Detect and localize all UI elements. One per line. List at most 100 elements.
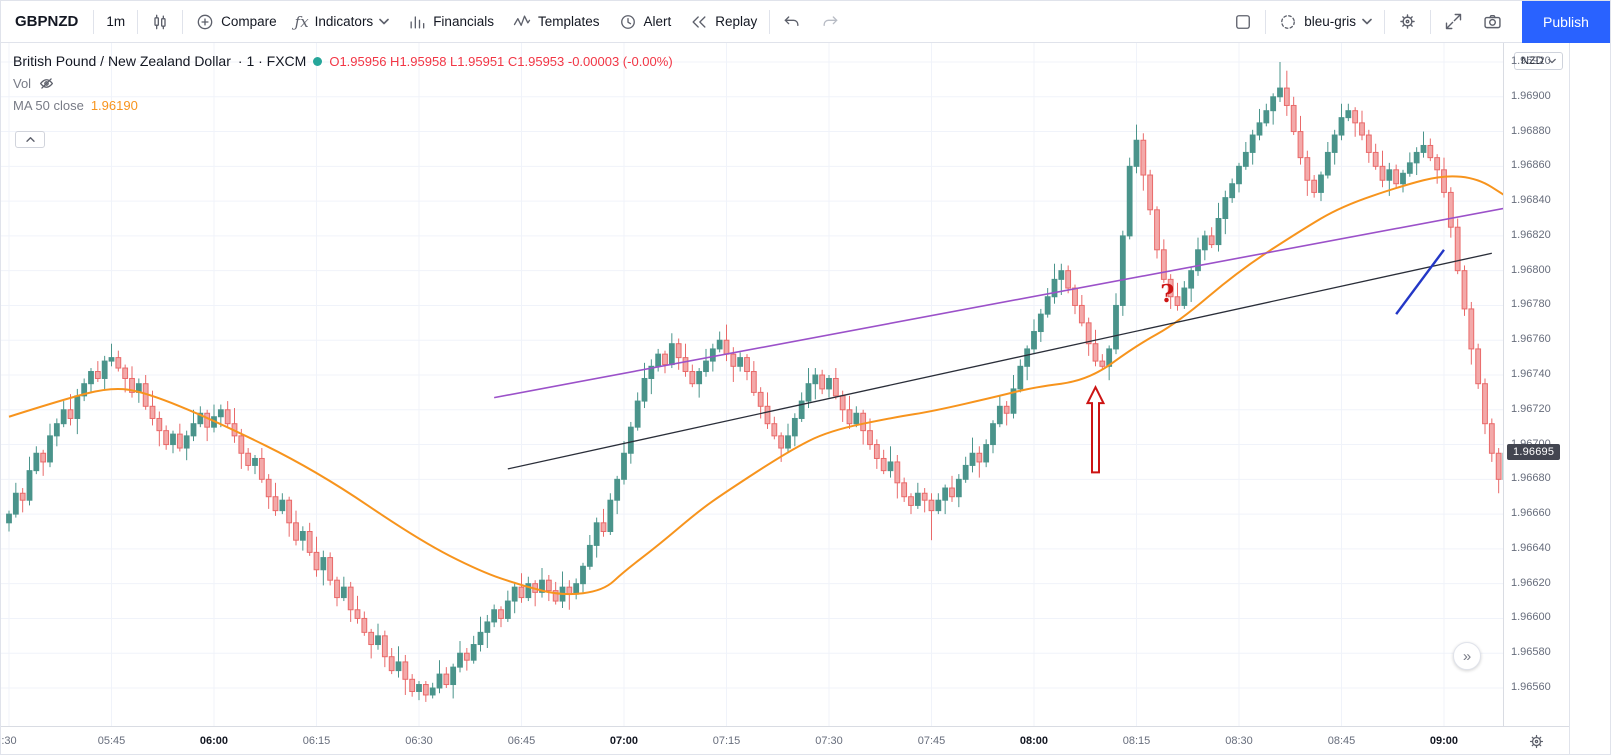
compare-label: Compare	[221, 14, 277, 29]
financials-button[interactable]: Financials	[398, 7, 503, 37]
upper-purple-trendline[interactable]	[494, 207, 1503, 399]
layout-name-button[interactable]: bleu-gris	[1269, 7, 1381, 37]
rewind-icon	[692, 15, 706, 28]
chevron-down-icon	[1362, 18, 1372, 25]
toolbar-divider	[1430, 9, 1431, 34]
candle-chart-icon	[154, 14, 166, 29]
indicators-label: Indicators	[314, 14, 374, 29]
waveform-icon	[513, 15, 531, 26]
chart-legend: British Pound / New Zealand Dollar · 1 ·…	[13, 53, 673, 120]
layout-button[interactable]	[1224, 7, 1262, 37]
legend-symbol-meta: · 1 · FXCM	[237, 53, 307, 69]
ma50-value: 1.96190	[90, 98, 138, 113]
gear-icon[interactable]	[1527, 732, 1546, 751]
time-label: 06:30	[405, 735, 433, 747]
legend-volume-row[interactable]: Vol	[13, 76, 673, 91]
legend-ma-row[interactable]: MA 50 close 1.96190	[13, 98, 673, 113]
red-arrow-annotation[interactable]	[1085, 384, 1106, 474]
toolbar-divider	[182, 9, 184, 34]
price-label: 1.96800	[1511, 263, 1551, 276]
dashed-circle-icon	[1281, 14, 1296, 29]
layout-name-label: bleu-gris	[1304, 14, 1356, 29]
ohlc-values: O1.95956 H1.95958 L1.95951 C1.95953 -0.0…	[329, 53, 673, 69]
currency-selector[interactable]: NZD	[1514, 52, 1563, 70]
time-label: 06:00	[199, 735, 229, 747]
top-toolbar: GBPNZD 1m Compare ƒx Indicators Financia…	[1, 1, 1610, 43]
clock-icon	[620, 14, 635, 29]
time-label: 08:45	[1327, 735, 1356, 747]
alert-button[interactable]: Alert	[609, 7, 681, 37]
price-label: 1.96920	[1511, 55, 1551, 67]
eye-off-icon[interactable]	[38, 76, 55, 91]
snapshot-button[interactable]	[1473, 7, 1512, 37]
price-label: 1.96880	[1511, 124, 1551, 137]
time-label: 07:45	[917, 735, 946, 747]
chevron-up-icon	[25, 137, 35, 142]
layout-grid-icon	[1236, 14, 1251, 29]
double-chevron-icon: »	[1462, 647, 1472, 665]
price-label: 1.96740	[1511, 368, 1551, 380]
price-label: 1.96820	[1511, 228, 1551, 241]
time-label: 07:15	[712, 735, 741, 747]
undo-icon	[784, 15, 799, 26]
interval-button[interactable]: 1m	[97, 7, 134, 37]
toolbar-divider	[1265, 9, 1267, 34]
price-label: 1.96680	[1511, 472, 1551, 485]
current-price-badge: 1.96695	[1507, 444, 1561, 461]
symbol-button[interactable]: GBPNZD	[11, 7, 90, 37]
templates-label: Templates	[537, 14, 600, 29]
replay-label: Replay	[715, 14, 758, 29]
price-label: 1.96620	[1511, 576, 1551, 589]
publish-button[interactable]: Publish	[1522, 1, 1610, 43]
time-label: 09:00	[1429, 735, 1459, 747]
legend-collapse-button[interactable]	[15, 131, 45, 148]
ma50-line[interactable]	[8, 175, 1503, 596]
question-mark-annotation[interactable]: ?	[1160, 279, 1174, 308]
fx-icon: ƒx	[294, 12, 309, 31]
toolbar-divider	[93, 9, 95, 34]
price-label: 1.96660	[1511, 507, 1551, 520]
chart-pane: ? British Pound / New Zealand Dollar · 1…	[1, 43, 1503, 726]
undo-button[interactable]	[773, 7, 811, 37]
fullscreen-button[interactable]	[1434, 7, 1473, 37]
collapsed-side-panel	[1569, 43, 1610, 754]
price-label: 1.96780	[1511, 298, 1551, 311]
scroll-right-button[interactable]: »	[1453, 642, 1481, 670]
price-label: 1.96720	[1511, 402, 1551, 415]
price-label: 1.96760	[1511, 333, 1551, 346]
indicators-button[interactable]: ƒx Indicators	[286, 7, 399, 37]
legend-symbol-row[interactable]: British Pound / New Zealand Dollar · 1 ·…	[13, 53, 673, 69]
grid-lines	[1, 43, 1503, 726]
chevron-down-icon	[379, 18, 389, 25]
lower-black-trendline[interactable]	[507, 252, 1492, 470]
price-axis[interactable]: NZD 1.96920 1.96900 1.96880 1.96860 1.96840 1…	[1503, 43, 1569, 726]
symbol-label: GBPNZD	[15, 13, 79, 30]
chart-canvas[interactable]: ?	[1, 43, 1503, 726]
replay-button[interactable]: Replay	[680, 7, 766, 37]
legend-symbol-title: British Pound / New Zealand Dollar	[13, 53, 231, 69]
time-label: 07:00	[609, 735, 639, 747]
chart-style-button[interactable]	[141, 7, 179, 37]
alert-label: Alert	[643, 14, 672, 29]
publish-label: Publish	[1543, 13, 1589, 30]
time-label: 08:30	[1225, 735, 1253, 747]
price-label: 1.96860	[1511, 159, 1551, 172]
interval-label: 1m	[106, 14, 126, 29]
price-label: 1.96900	[1511, 89, 1551, 102]
redo-button[interactable]	[811, 7, 849, 37]
price-label: 1.96600	[1511, 611, 1551, 624]
camera-icon	[1484, 14, 1501, 29]
price-label: 1.96640	[1511, 541, 1551, 554]
settings-button[interactable]	[1388, 7, 1427, 37]
volume-label: Vol	[13, 76, 32, 91]
templates-button[interactable]: Templates	[503, 7, 609, 37]
time-label: :30	[1, 735, 17, 747]
toolbar-divider	[1384, 9, 1385, 34]
chevron-down-icon	[1547, 58, 1556, 64]
time-label: 05:45	[97, 735, 126, 747]
toolbar-right-group: bleu-gris Publish	[1224, 1, 1610, 43]
compare-button[interactable]: Compare	[186, 7, 286, 37]
short-blue-line[interactable]	[1395, 249, 1445, 315]
time-axis[interactable]: :30 05:45 06:00 06:15 06:30 06:45 07:00 07:15 07…	[1, 726, 1569, 754]
